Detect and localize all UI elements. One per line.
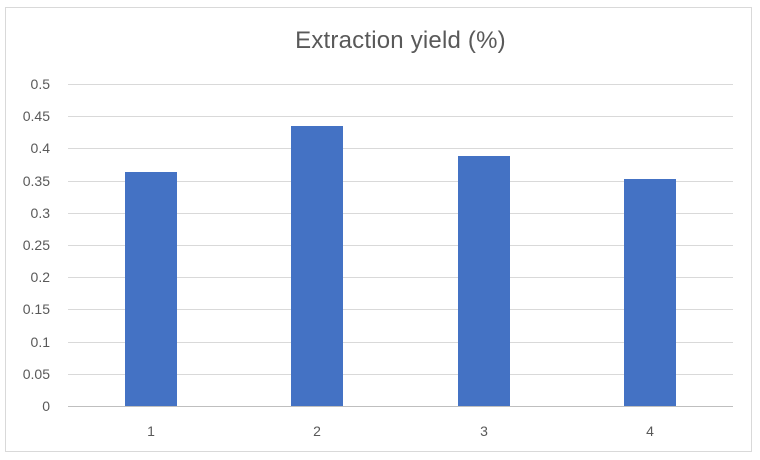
y-axis-tick-label: 0.4: [30, 140, 50, 156]
x-axis-tick-label: 1: [147, 423, 155, 439]
chart-title: Extraction yield (%): [295, 27, 506, 54]
bar: [125, 172, 177, 406]
gridline: [68, 245, 733, 246]
y-axis-tick-label: 0.5: [30, 76, 50, 92]
y-axis-tick-label: 0.1: [30, 334, 50, 350]
gridline: [68, 181, 733, 182]
x-axis-line: [68, 406, 733, 407]
y-axis-tick-label: 0: [42, 398, 50, 414]
bar: [291, 126, 343, 406]
gridline: [68, 277, 733, 278]
gridline: [68, 374, 733, 375]
chart-area: 0 0.05 0.1 0.15 0.2 0.25 0.3 0.35 0.4 0.45 0.5 1 2 3 4…: [5, 7, 752, 452]
y-axis-tick-label: 0.25: [22, 237, 50, 253]
y-axis-tick-label: 0.35: [22, 173, 50, 189]
bar: [458, 156, 510, 406]
gridline: [68, 84, 733, 85]
x-axis-tick-label: 3: [480, 423, 488, 439]
y-axis-tick-label: 0.3: [30, 205, 50, 221]
y-axis-tick-label: 0.2: [30, 269, 50, 285]
y-axis-tick-label: 0.45: [22, 108, 50, 124]
y-axis-tick-label: 0.05: [22, 366, 50, 382]
y-axis-tick-label: 0.15: [22, 301, 50, 317]
bar: [624, 179, 676, 406]
x-axis-tick-label: 4: [646, 423, 654, 439]
gridline: [68, 116, 733, 117]
gridline: [68, 148, 733, 149]
x-axis-tick-label: 2: [313, 423, 321, 439]
gridline: [68, 309, 733, 310]
gridline: [68, 342, 733, 343]
gridline: [68, 213, 733, 214]
